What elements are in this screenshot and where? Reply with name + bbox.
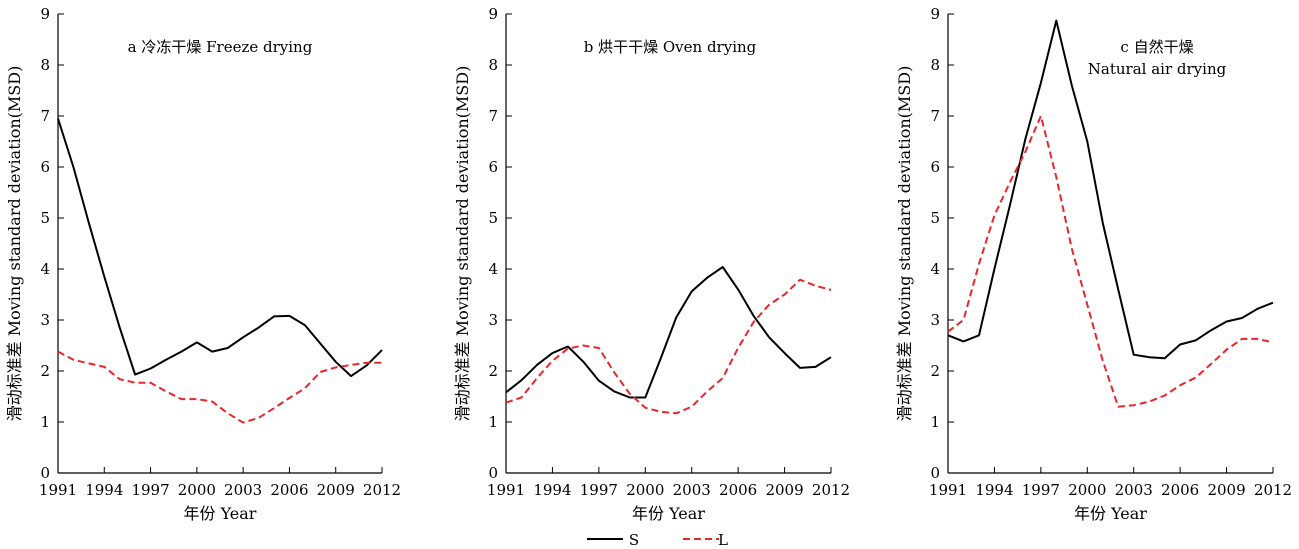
x-tick-label: 1997 [580,481,618,499]
x-tick-label: 2006 [270,481,308,499]
legend-label-S: S [629,531,639,549]
y-tick-label: 1 [930,413,940,431]
y-tick-label: 2 [930,362,940,380]
chart-panel-1: 0 1 2 3 4 5 6 7 8 9 1991 1994 1997 2000 2003 2006 2009 20… [5,5,401,523]
x-tick-label: 2000 [178,481,216,499]
series-line-L [57,350,382,424]
y-tick-label: 0 [930,464,940,482]
y-tick-label: 7 [40,107,50,125]
x-axis-title: 年份 Year [184,504,257,523]
y-tick-label: 2 [488,362,498,380]
x-axis-title: 年份 Year [632,504,705,523]
x-tick-label: 2003 [1115,481,1153,499]
x-tick-label: 1994 [85,481,123,499]
y-tick-label: 1 [40,413,50,431]
y-axis-title: 滑动标准差 Moving standard deviation(MSD) [5,66,24,422]
y-tick-label: 4 [488,260,498,278]
series-line-L [505,278,832,415]
panel-title: c 自然干燥 [1120,38,1193,56]
x-tick-label: 2012 [363,481,401,499]
y-tick-label: 9 [930,5,940,23]
x-tick-label: 1991 [487,481,525,499]
y-tick-label: 5 [488,209,498,227]
y-tick-label: 4 [930,260,940,278]
y-tick-label: 8 [488,56,498,74]
x-tick-label: 2003 [224,481,262,499]
y-tick-label: 9 [488,5,498,23]
y-tick-label: 4 [40,260,50,278]
y-tick-label: 3 [40,311,50,329]
y-tick-label: 0 [40,464,50,482]
x-axis-title: 年份 Year [1074,504,1147,523]
x-tick-label: 1991 [929,481,967,499]
y-tick-label: 9 [40,5,50,23]
y-tick-label: 6 [40,158,50,176]
y-tick-label: 5 [40,209,50,227]
chart-panel-2: 0 1 2 3 4 5 6 7 8 9 1991 1994 1997 2000 2003 2006 2009 20… [453,5,850,523]
y-tick-label: 6 [488,158,498,176]
series-line-S [947,19,1274,360]
x-tick-label: 2006 [1161,481,1199,499]
x-tick-label: 2012 [812,481,850,499]
panel-title: Natural air drying [1088,60,1227,78]
y-axis-title: 滑动标准差 Moving standard deviation(MSD) [453,66,472,422]
y-axis-title: 滑动标准差 Moving standard deviation(MSD) [895,66,914,422]
panel-title: a 冷冻干燥 Freeze drying [128,38,313,56]
x-tick-label: 2006 [719,481,757,499]
series-line-L [947,115,1274,408]
x-tick-label: 1991 [39,481,77,499]
y-tick-label: 8 [930,56,940,74]
x-tick-label: 2003 [673,481,711,499]
series-line-S [505,266,832,399]
x-tick-label: 2009 [317,481,355,499]
legend-label-L: L [718,531,728,549]
y-tick-label: 6 [930,158,940,176]
y-tick-label: 0 [488,464,498,482]
x-tick-label: 2012 [1254,481,1292,499]
chart-panel-3: 0 1 2 3 4 5 6 7 8 9 1991 1994 1997 2000 2003 2006 2009 20… [895,5,1292,523]
x-tick-label: 2000 [626,481,664,499]
x-tick-label: 1997 [1022,481,1060,499]
series-line-S [57,118,383,378]
y-tick-label: 1 [488,413,498,431]
x-tick-label: 1994 [975,481,1013,499]
x-tick-label: 2009 [765,481,803,499]
panel-title: b 烘干干燥 Oven drying [584,38,757,56]
y-tick-label: 5 [930,209,940,227]
x-tick-label: 2000 [1068,481,1106,499]
x-tick-label: 1997 [131,481,169,499]
y-tick-label: 2 [40,362,50,380]
y-tick-label: 7 [930,107,940,125]
y-tick-label: 3 [930,311,940,329]
y-tick-label: 3 [488,311,498,329]
x-tick-label: 2009 [1207,481,1245,499]
x-tick-label: 1994 [533,481,571,499]
y-tick-label: 7 [488,107,498,125]
y-tick-label: 8 [40,56,50,74]
